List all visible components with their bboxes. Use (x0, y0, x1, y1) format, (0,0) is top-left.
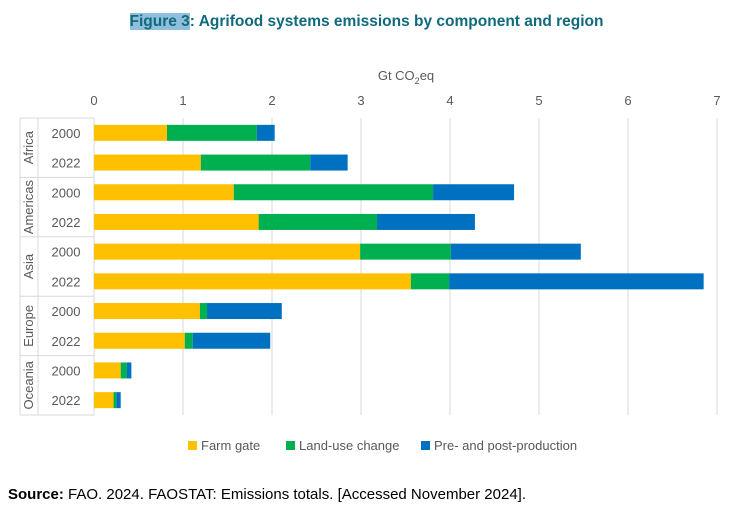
category-labels: Africa 2000 2022 Americas 2000 2022 Asia 2000 20… (19, 117, 94, 416)
bar-segment-farm-gate (94, 332, 185, 349)
bar-segment-farm-gate (94, 213, 259, 230)
source-note: Source: FAO. 2024. FAOSTAT: Emissions to… (8, 486, 526, 503)
year-label: 2000 (52, 126, 81, 141)
bar-segment-land-use-change (410, 273, 450, 290)
legend-label: Pre- and post-production (434, 438, 577, 453)
bar-segment-land-use-change (200, 154, 311, 171)
figure-label: Figure 3 (129, 13, 190, 30)
legend-label: Farm gate (201, 438, 260, 453)
bar-segment-farm-gate (94, 362, 121, 379)
figure-title: Figure 3: Agrifood systems emissions by … (0, 13, 733, 31)
bar-segment-farm-gate (94, 273, 411, 290)
bar-segment-farm-gate (94, 303, 200, 320)
bar-segment-pre-and-post-production (449, 273, 704, 290)
bar-segment-land-use-change (120, 362, 127, 379)
legend-label: Land-use change (299, 438, 399, 453)
bar-segment-pre-and-post-production (126, 362, 132, 379)
year-label: 2022 (52, 393, 81, 408)
bar-segment-land-use-change (184, 332, 193, 349)
bar-segment-land-use-change (233, 184, 434, 201)
legend-swatch (421, 441, 430, 450)
bar-segment-land-use-change (113, 392, 117, 409)
x-axis-label: Gt CO2eq (378, 68, 434, 86)
year-label: 2022 (52, 215, 81, 230)
x-tick-labels: 0 1 2 3 4 5 6 7 (90, 93, 720, 108)
x-tick-label: 5 (535, 93, 542, 108)
bar-segment-pre-and-post-production (207, 303, 282, 320)
year-label: 2000 (52, 304, 81, 319)
source-text: FAO. 2024. FAOSTAT: Emissions totals. [A… (63, 486, 526, 503)
bar-segment-pre-and-post-production (433, 184, 515, 201)
bar-segment-pre-and-post-production (116, 392, 121, 409)
region-label: Asia (21, 253, 36, 279)
region-label: Africa (21, 130, 36, 164)
x-tick-label: 1 (179, 93, 186, 108)
bar-segment-pre-and-post-production (450, 243, 581, 260)
bars (94, 124, 704, 409)
bar-segment-pre-and-post-production (310, 154, 348, 171)
legend: Farm gate Land-use change Pre- and post-pr… (188, 438, 577, 453)
region-label: Oceania (21, 360, 36, 409)
region-label: Europe (21, 305, 36, 347)
bar-segment-land-use-change (166, 124, 257, 141)
x-tick-label: 4 (446, 93, 453, 108)
x-tick-label: 7 (713, 93, 720, 108)
source-label: Source: (8, 486, 64, 503)
bar-segment-land-use-change (199, 303, 208, 320)
bar-segment-farm-gate (94, 124, 167, 141)
bar-segment-pre-and-post-production (256, 124, 275, 141)
bar-segment-farm-gate (94, 392, 114, 409)
year-label: 2000 (52, 363, 81, 378)
bar-segment-pre-and-post-production (377, 213, 475, 230)
bar-segment-land-use-change (360, 243, 451, 260)
x-tick-label: 0 (90, 93, 97, 108)
legend-swatch (188, 441, 197, 450)
figure-title-text: : Agrifood systems emissions by componen… (189, 13, 604, 30)
year-label: 2000 (52, 185, 81, 200)
bar-segment-pre-and-post-production (192, 332, 271, 349)
legend-swatch (286, 441, 295, 450)
year-label: 2022 (52, 274, 81, 289)
bar-segment-farm-gate (94, 154, 201, 171)
bar-segment-farm-gate (94, 243, 361, 260)
bar-segment-land-use-change (258, 213, 378, 230)
year-label: 2000 (52, 245, 81, 260)
bar-segment-farm-gate (94, 184, 234, 201)
region-label: Americas (21, 180, 36, 235)
x-tick-label: 6 (624, 93, 631, 108)
stacked-bar-chart: Gt CO2eq 0 1 2 3 4 5 6 7 Africa 2000 2022 Americas… (19, 68, 721, 453)
year-label: 2022 (52, 156, 81, 171)
year-label: 2022 (52, 334, 81, 349)
x-tick-label: 3 (357, 93, 364, 108)
x-tick-label: 2 (268, 93, 275, 108)
